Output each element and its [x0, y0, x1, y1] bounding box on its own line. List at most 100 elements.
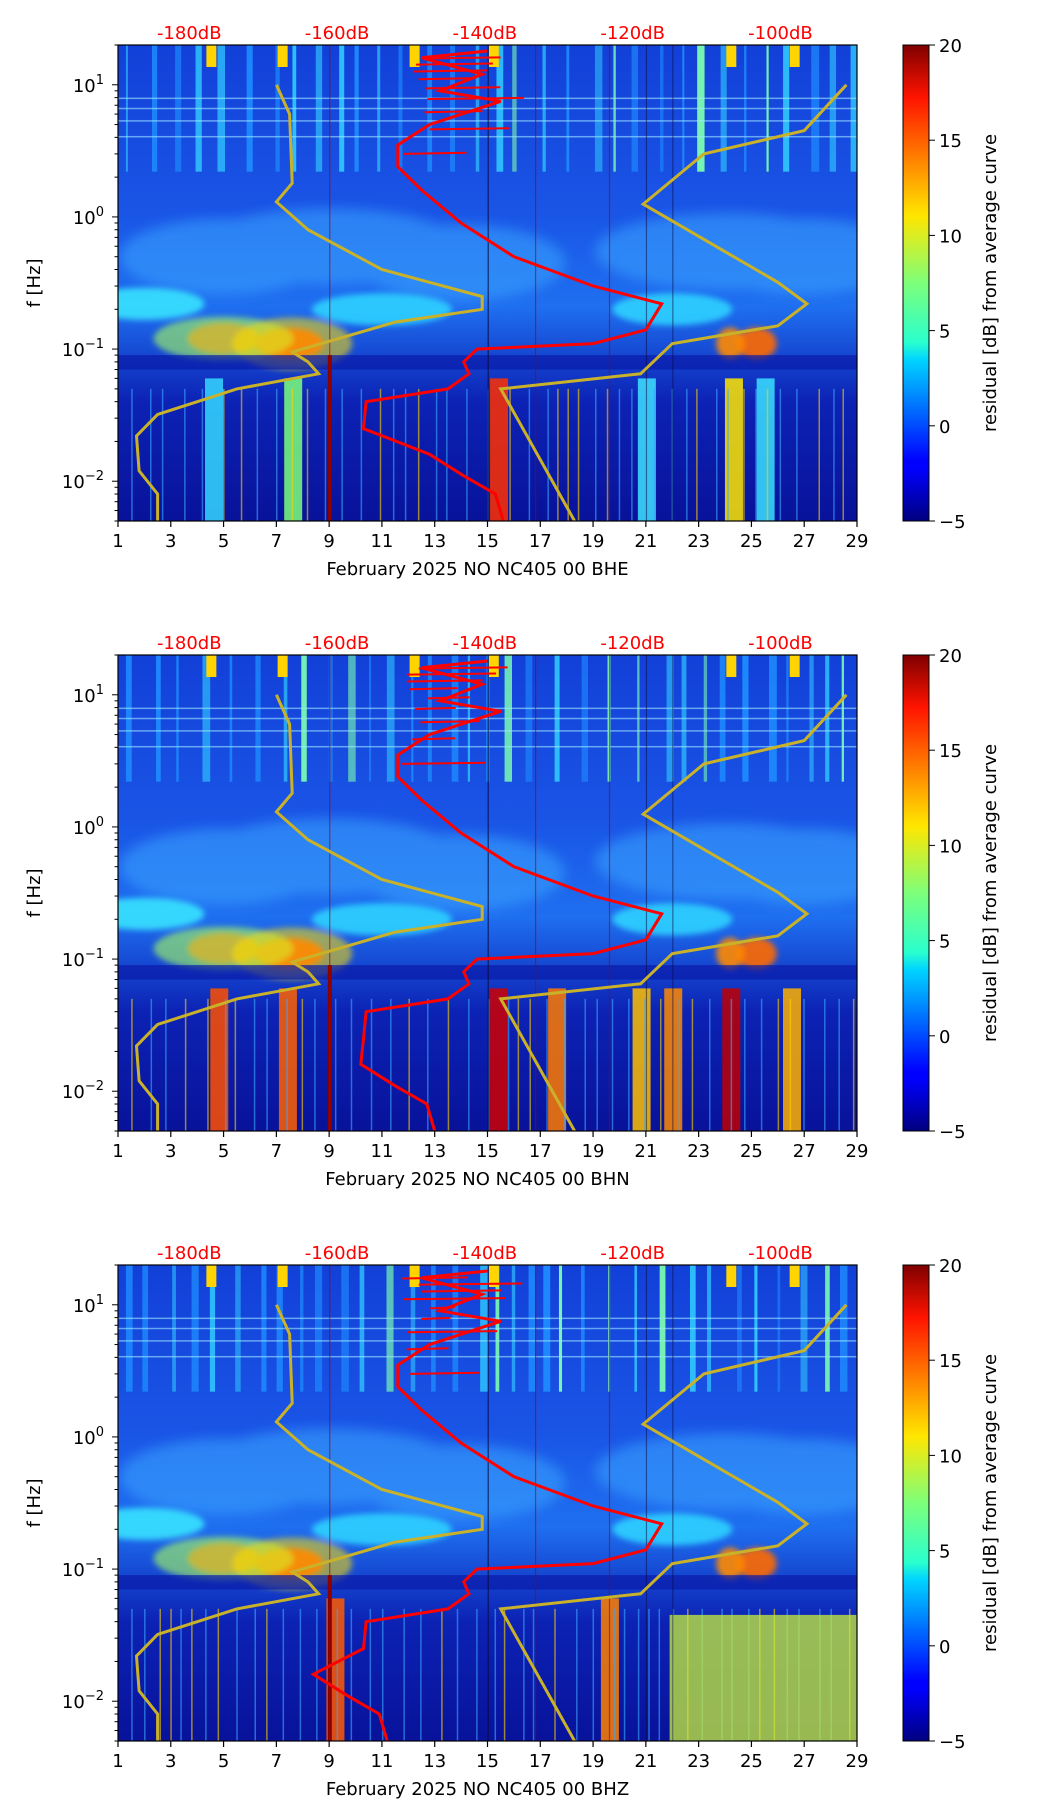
- db-axis: -180dB -160dB -140dB -120dB -100dB: [157, 23, 813, 44]
- x-tick-label: 21: [634, 1141, 657, 1162]
- y-tick-mantissa: 10: [73, 208, 96, 229]
- y-axis-label: f [Hz]: [24, 258, 45, 307]
- low-streak: [824, 998, 826, 1131]
- low-freq-column: [210, 988, 229, 1131]
- db-axis-label: -100dB: [748, 23, 813, 44]
- low-streak: [842, 388, 844, 521]
- x-tick-label: 29: [846, 531, 869, 552]
- y-tick-exponent: 0: [96, 205, 104, 220]
- low-streak: [696, 388, 698, 521]
- colorbar-tick-label: 0: [939, 417, 950, 438]
- x-tick-label: 15: [476, 531, 499, 552]
- db-axis-label: -180dB: [157, 1243, 222, 1264]
- day22-line: [672, 655, 674, 1131]
- noise-haze: [119, 208, 857, 301]
- low-streak: [592, 1608, 595, 1741]
- db-axis-label: -100dB: [748, 1243, 813, 1264]
- low-streak: [833, 388, 835, 521]
- x-tick-label: 7: [271, 1141, 282, 1162]
- psd-spike: [406, 679, 483, 683]
- low-streak: [314, 998, 316, 1131]
- x-tick-label: 25: [740, 531, 763, 552]
- low-streak: [456, 1608, 459, 1741]
- psd-spike: [420, 720, 480, 724]
- psd-spike: [423, 56, 501, 60]
- spectrogram-plot: [118, 655, 857, 1131]
- low-streak: [503, 1608, 506, 1741]
- low-streak: [546, 998, 548, 1131]
- low-streak: [623, 1608, 626, 1741]
- low-streak: [201, 388, 204, 521]
- y-tick-label: 100: [73, 1425, 104, 1449]
- red-vline: [608, 1265, 611, 1741]
- x-axis-label: February 2025 NO NC405 00 BHN: [325, 1169, 629, 1190]
- x-tick-label: 1: [112, 531, 123, 552]
- low-noise-model-curve: [134, 84, 484, 521]
- day22-line: [672, 1265, 674, 1741]
- colorbar-tick-label: 0: [939, 1637, 950, 1658]
- low-freq-column: [632, 988, 651, 1131]
- top-hotspot: [726, 655, 737, 677]
- y-tick-exponent: 1: [96, 683, 104, 698]
- low-streak: [370, 998, 373, 1131]
- low-streak: [240, 388, 243, 521]
- low-streak: [417, 388, 420, 521]
- colorbar-tick-label: −5: [939, 512, 966, 533]
- y-tick-exponent: −1: [85, 1557, 104, 1572]
- top-hotspot: [206, 655, 217, 677]
- low-streak: [509, 388, 511, 521]
- y-tick-label: 101: [73, 683, 104, 707]
- psd-spike: [403, 1297, 506, 1301]
- x-tick-label: 27: [793, 1141, 816, 1162]
- low-streak: [159, 1608, 161, 1741]
- microseism-blob: [311, 293, 452, 326]
- low-streak: [523, 1608, 525, 1741]
- low-streak: [691, 998, 694, 1131]
- red-vline: [608, 655, 611, 1131]
- red-vline: [535, 45, 537, 521]
- x-tick-label: 15: [476, 1141, 499, 1162]
- low-streak: [852, 998, 855, 1131]
- low-freq-column: [284, 378, 303, 521]
- red-vline: [535, 655, 537, 1131]
- top-hotspot: [277, 655, 288, 677]
- x-tick-label: 17: [529, 531, 552, 552]
- low-freq-column: [724, 378, 743, 521]
- colorbar-tick-label: 10: [939, 226, 962, 247]
- low-streak: [557, 388, 559, 521]
- psd-spike: [410, 1371, 479, 1375]
- low-streak: [494, 1608, 497, 1741]
- y-tick-exponent: −1: [85, 947, 104, 962]
- low-streak: [644, 998, 646, 1131]
- low-streak: [256, 388, 259, 521]
- haze-blob: [700, 828, 857, 905]
- low-streak: [408, 998, 410, 1131]
- psd-spike: [418, 77, 476, 81]
- red-vline: [329, 1265, 331, 1741]
- colorbar-tick-label: 10: [939, 1446, 962, 1467]
- red-vline: [608, 45, 611, 521]
- db-axis: -180dB -160dB -140dB -120dB -100dB: [157, 633, 813, 654]
- psd-spike: [406, 1347, 449, 1351]
- low-freq-column: [490, 378, 509, 521]
- microseism-blob: [736, 937, 777, 970]
- colorbar-label: residual [dB] from average curve: [980, 744, 1001, 1042]
- x-tick-label: 3: [165, 1141, 176, 1162]
- low-streak: [744, 998, 746, 1131]
- db-axis-label: -120dB: [600, 1243, 665, 1264]
- low-streak: [596, 998, 598, 1131]
- top-hotspot: [409, 1265, 420, 1287]
- red-vline: [329, 45, 331, 521]
- low-streak: [595, 388, 597, 521]
- low-streak: [266, 998, 268, 1131]
- microseism-blob: [118, 1507, 205, 1540]
- y-tick-mantissa: 10: [73, 76, 96, 97]
- psd-spike: [421, 1316, 451, 1321]
- y-tick-label: 101: [73, 1293, 104, 1317]
- red-vline: [329, 655, 331, 1131]
- y-tick-label: 100: [73, 815, 104, 839]
- low-freq-column: [756, 378, 775, 521]
